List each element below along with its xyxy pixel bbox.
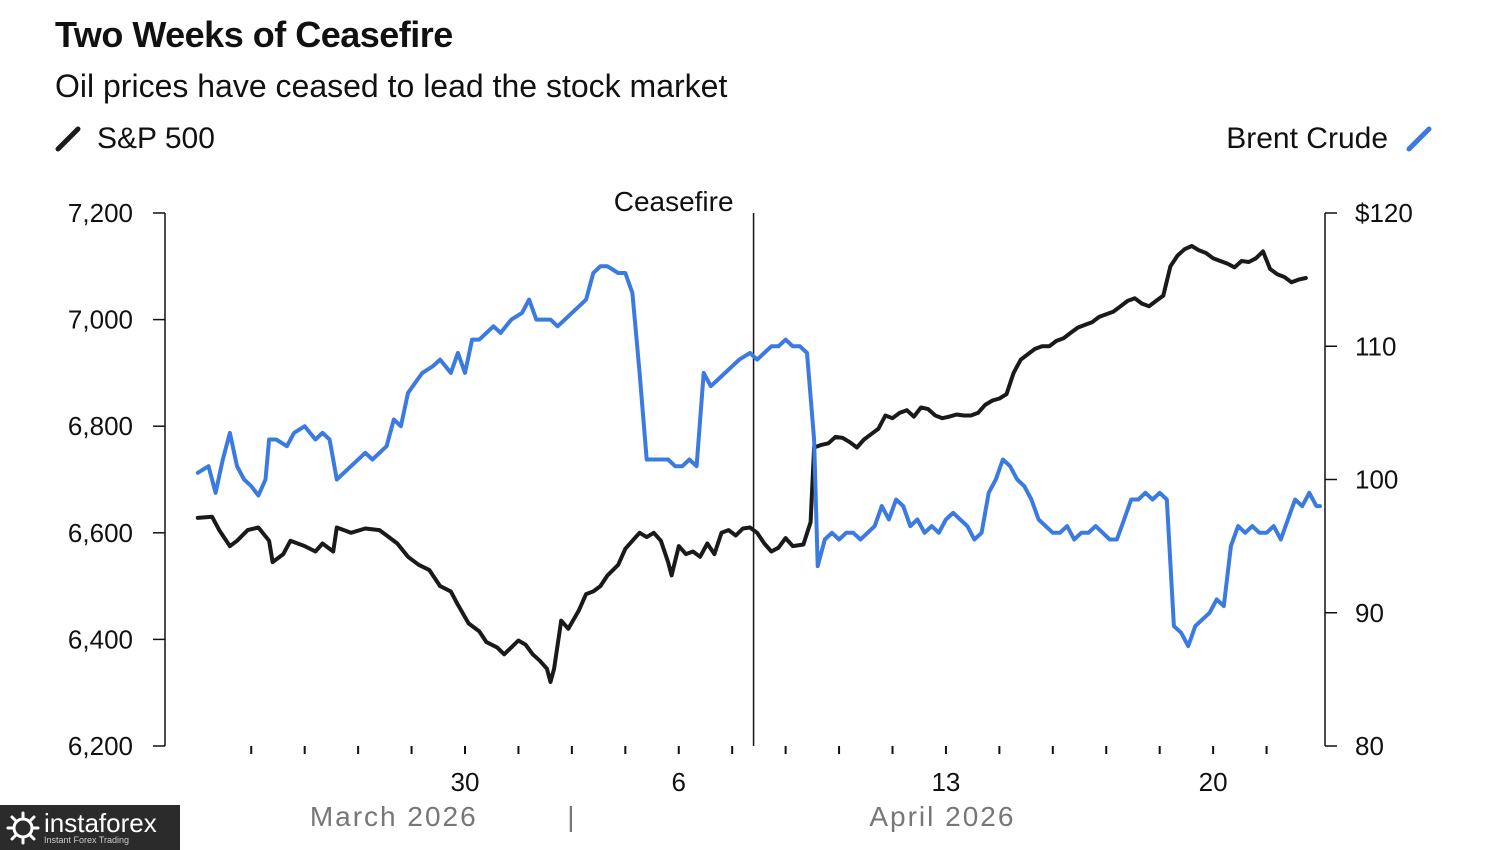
legend-brent: Brent Crude [1226,122,1432,156]
sp500-series-line [195,244,1308,684]
left-axis-tick-label: 7,200 [68,198,133,228]
right-axis-tick-label: 100 [1355,465,1398,495]
brent-series-line [195,264,1322,649]
gear-logo-icon [6,811,40,844]
chart-title: Two Weeks of Ceasefire [55,14,453,55]
month-label: March 2026 [310,801,478,832]
right-axis-tick-label: 90 [1355,598,1384,628]
x-axis-tick-label: 13 [931,767,960,797]
month-label: | [567,801,576,832]
x-axis-tick-label: 30 [451,767,480,797]
watermark-tagline: Instant Forex Trading [44,835,130,845]
right-axis-tick-label: 80 [1355,731,1384,761]
x-axis-tick-label: 20 [1199,767,1228,797]
watermark: instaforex Instant Forex Trading [0,805,180,850]
legend-label-brent: Brent Crude [1226,122,1388,155]
left-axis-tick-label: 7,000 [68,305,133,335]
left-axis-tick-label: 6,400 [68,624,133,654]
watermark-brand: instaforex [44,808,157,838]
sp500-legend-swatch [55,126,81,152]
brent-legend-swatch [1406,126,1432,152]
legend-sp500: S&P 500 [55,122,215,156]
right-axis-tick-label: $120 [1355,198,1413,228]
right-axis-tick-label: 110 [1355,331,1396,361]
left-axis-tick-label: 6,200 [68,731,133,761]
ceasefire-annotation-label: Ceasefire [614,186,734,217]
x-axis-tick-label: 6 [672,767,686,797]
legend-label-sp500: S&P 500 [97,122,215,155]
month-label: April 2026 [869,801,1015,832]
chart-subtitle: Oil prices have ceased to lead the stock… [55,68,728,104]
left-axis-tick-label: 6,800 [68,411,133,441]
left-axis-tick-label: 6,600 [68,518,133,548]
